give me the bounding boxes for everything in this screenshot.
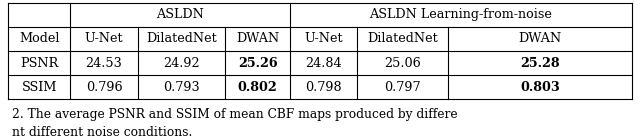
Text: 25.28: 25.28	[520, 57, 559, 70]
Text: 2. The average PSNR and SSIM of mean CBF maps produced by differe: 2. The average PSNR and SSIM of mean CBF…	[12, 108, 457, 121]
Text: DilatedNet: DilatedNet	[146, 32, 217, 45]
Text: 25.26: 25.26	[238, 57, 277, 70]
Text: U-Net: U-Net	[304, 32, 343, 45]
Text: DWAN: DWAN	[236, 32, 279, 45]
Text: 0.802: 0.802	[237, 81, 278, 94]
Text: 24.53: 24.53	[86, 57, 122, 70]
Text: nt different noise conditions.: nt different noise conditions.	[12, 126, 192, 136]
Text: 24.92: 24.92	[163, 57, 200, 70]
Text: 0.797: 0.797	[384, 81, 421, 94]
Text: U-Net: U-Net	[84, 32, 124, 45]
Text: 0.798: 0.798	[305, 81, 342, 94]
Text: PSNR: PSNR	[20, 57, 58, 70]
Text: 25.06: 25.06	[384, 57, 421, 70]
Text: 24.84: 24.84	[305, 57, 342, 70]
Text: 0.803: 0.803	[520, 81, 560, 94]
Text: SSIM: SSIM	[22, 81, 57, 94]
Text: DilatedNet: DilatedNet	[367, 32, 438, 45]
Text: ASLDN: ASLDN	[156, 8, 204, 21]
Text: Model: Model	[19, 32, 60, 45]
Text: DWAN: DWAN	[518, 32, 561, 45]
Text: 0.793: 0.793	[163, 81, 200, 94]
Text: ASLDN Learning-from-noise: ASLDN Learning-from-noise	[369, 8, 552, 21]
Text: 0.796: 0.796	[86, 81, 122, 94]
